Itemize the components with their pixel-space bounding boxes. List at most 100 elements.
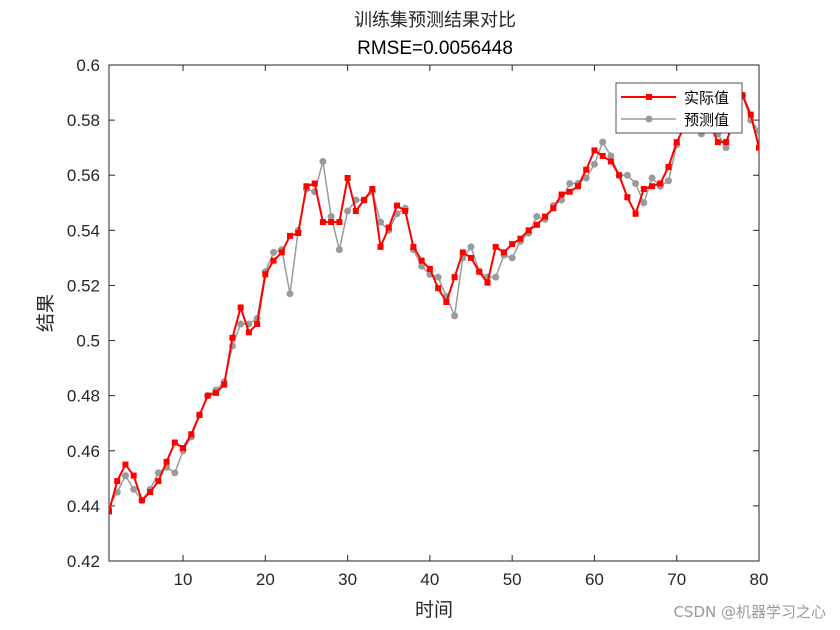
chart-subtitle: RMSE=0.0056448 (357, 38, 513, 59)
legend: 实际值 预测值 (615, 82, 743, 134)
data-point-actual (410, 243, 417, 250)
data-point-predicted (607, 152, 615, 160)
plot-area (108, 64, 760, 562)
y-tick-label: 0.58 (67, 111, 100, 130)
data-point-actual (599, 152, 606, 159)
data-point-actual (171, 439, 178, 446)
data-point-actual (756, 144, 759, 151)
data-point-predicted (344, 207, 352, 215)
data-point-predicted (590, 160, 598, 168)
data-point-predicted (722, 144, 730, 152)
data-point-actual (640, 186, 647, 192)
data-point-actual (138, 497, 145, 504)
x-axis-label: 时间 (415, 599, 453, 621)
data-point-actual (533, 221, 540, 228)
data-point-actual (311, 180, 318, 187)
y-tick-label: 0.42 (67, 552, 100, 571)
data-point-actual (254, 321, 261, 328)
data-point-actual (361, 197, 368, 204)
data-point-predicted (286, 290, 294, 298)
data-point-actual (649, 183, 656, 190)
y-tick-label: 0.56 (67, 166, 100, 185)
data-point-actual (147, 489, 154, 496)
y-tick-label: 0.46 (67, 442, 100, 461)
data-point-actual (188, 431, 195, 438)
data-point-actual (336, 219, 343, 226)
data-point-actual (377, 243, 384, 250)
data-point-actual (558, 191, 565, 198)
data-point-predicted (508, 254, 516, 262)
data-point-actual (229, 334, 236, 341)
data-point-predicted (121, 472, 129, 480)
data-point-actual (221, 381, 228, 388)
legend-box (615, 82, 743, 134)
x-tick-label: 10 (174, 570, 193, 589)
data-point-predicted (623, 171, 631, 179)
y-tick-label: 0.54 (67, 221, 100, 240)
data-point-actual (459, 249, 466, 256)
data-point-actual (500, 249, 507, 256)
data-point-actual (747, 111, 754, 118)
data-point-predicted (632, 179, 640, 187)
data-point-predicted (451, 312, 459, 320)
data-point-actual (583, 166, 590, 173)
data-point-actual (525, 227, 532, 234)
data-point-actual (426, 265, 433, 272)
x-tick-label: 40 (420, 570, 439, 589)
data-point-actual (344, 174, 351, 181)
data-point-actual (262, 271, 269, 278)
data-point-predicted (418, 262, 426, 270)
data-point-actual (204, 392, 211, 399)
data-point-actual (352, 208, 359, 215)
data-point-predicted (582, 174, 590, 182)
data-point-actual (418, 257, 425, 264)
data-point-predicted (335, 246, 343, 254)
y-tick-label: 0.44 (67, 497, 100, 516)
x-tick-label: 60 (585, 570, 604, 589)
data-point-actual (550, 205, 557, 212)
data-point-predicted (664, 177, 672, 185)
data-point-actual (212, 389, 219, 396)
data-point-predicted (130, 485, 138, 493)
data-point-actual (673, 139, 680, 146)
y-tick-label: 0.48 (67, 387, 100, 406)
legend-label-predicted: 预测值 (684, 111, 729, 129)
data-point-actual (435, 285, 442, 292)
y-tick-label: 0.6 (76, 56, 100, 75)
data-point-actual (245, 329, 252, 336)
data-point-actual (624, 194, 631, 201)
data-point-predicted (599, 138, 607, 146)
data-point-predicted (270, 248, 278, 256)
data-point-actual (180, 445, 187, 452)
data-point-actual (303, 183, 310, 190)
data-point-actual (130, 472, 137, 479)
data-point-predicted (755, 127, 759, 135)
data-point-predicted (648, 174, 656, 182)
data-point-predicted (533, 213, 541, 221)
data-point-actual (155, 478, 162, 485)
data-point-actual (665, 163, 672, 170)
x-tick-label: 20 (256, 570, 275, 589)
data-point-actual (451, 274, 458, 281)
legend-label-actual: 实际值 (684, 89, 729, 107)
data-point-actual (270, 257, 277, 264)
series-group (109, 91, 759, 515)
data-point-actual (402, 208, 409, 215)
data-point-actual (122, 461, 129, 468)
data-point-predicted (171, 469, 179, 477)
data-point-predicted (467, 243, 475, 251)
data-point-actual (393, 202, 400, 209)
data-point-actual (114, 478, 121, 485)
data-point-actual (295, 230, 302, 237)
data-point-actual (616, 172, 623, 179)
data-point-actual (163, 458, 170, 465)
data-point-actual (492, 243, 499, 250)
x-tick-label: 30 (338, 570, 357, 589)
data-point-predicted (327, 213, 335, 221)
data-point-actual (566, 188, 573, 195)
x-tick-label: 50 (503, 570, 522, 589)
data-point-actual (517, 235, 524, 242)
data-point-actual (509, 241, 516, 248)
y-tick-label: 0.5 (76, 332, 100, 351)
